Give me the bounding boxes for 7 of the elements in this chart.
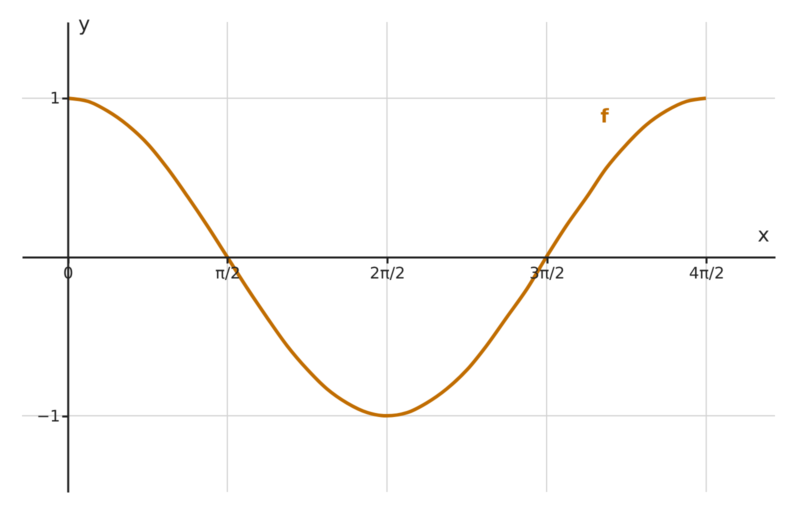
series-label: f bbox=[600, 105, 610, 128]
x-tick-label: 2π/2 bbox=[370, 264, 406, 282]
y-axis-title: y bbox=[78, 12, 90, 36]
y-tick-label: −1 bbox=[36, 406, 60, 426]
y-tick-label: 1 bbox=[50, 88, 60, 108]
x-axis-title: x bbox=[758, 222, 770, 246]
x-tick-label: 4π/2 bbox=[689, 264, 724, 282]
